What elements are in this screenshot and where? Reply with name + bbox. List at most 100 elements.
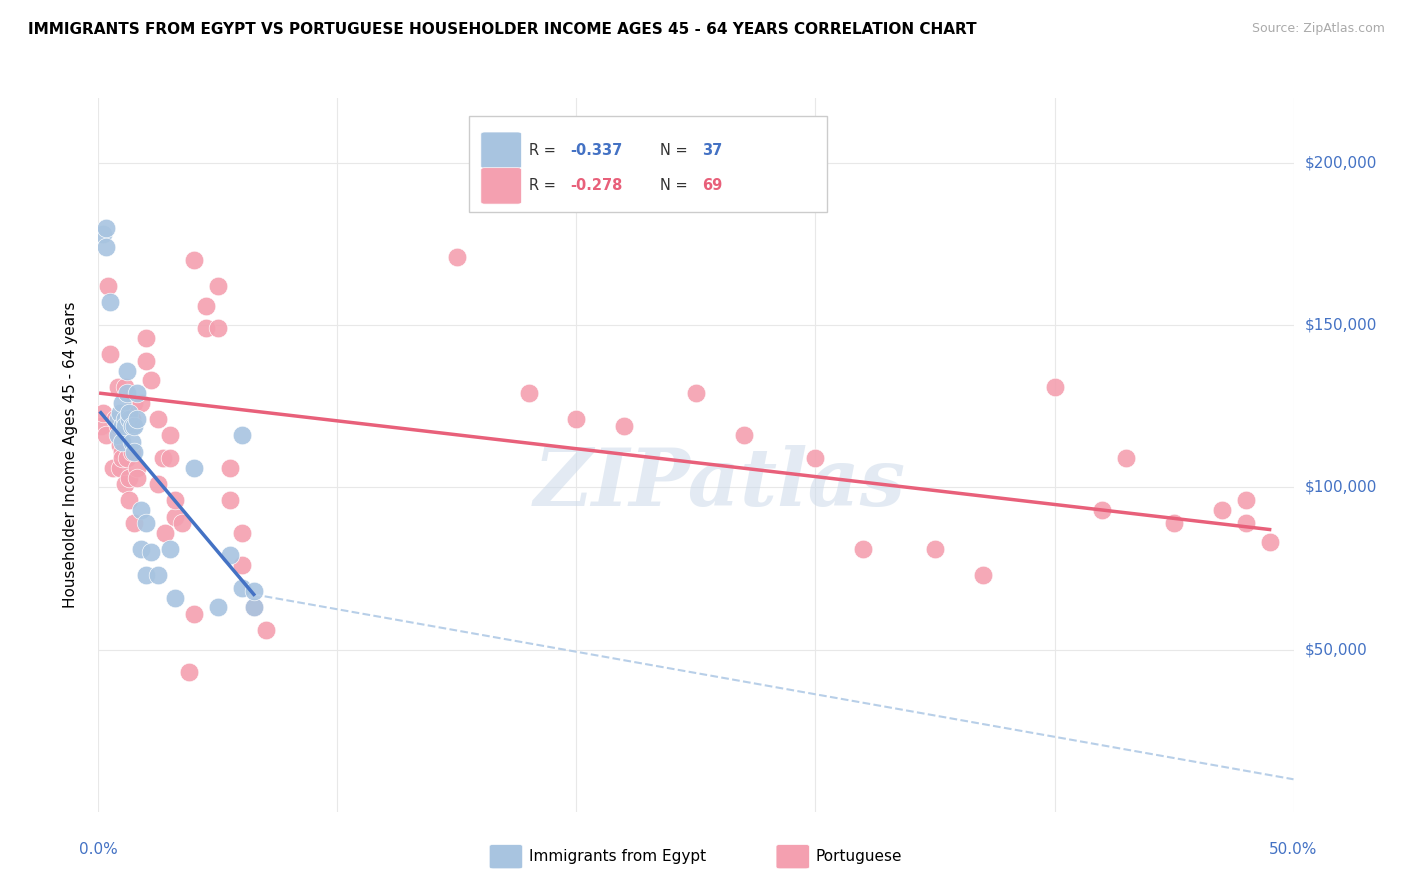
Point [1163, 516, 1185, 530]
Point [101, 461, 124, 475]
Point [924, 541, 946, 556]
Text: 0.0%: 0.0% [79, 842, 118, 857]
Point [118, 493, 141, 508]
Point [108, 406, 131, 420]
Point [231, 581, 253, 595]
Point [207, 600, 229, 615]
Point [685, 386, 707, 401]
FancyBboxPatch shape [489, 845, 523, 869]
FancyBboxPatch shape [481, 168, 522, 204]
Point [135, 331, 157, 345]
Point [111, 434, 134, 449]
Point [159, 541, 181, 556]
Point [91, 406, 114, 420]
Point [852, 541, 875, 556]
Point [1043, 380, 1066, 394]
Text: IMMIGRANTS FROM EGYPT VS PORTUGUESE HOUSEHOLDER INCOME AGES 45 - 64 YEARS CORREL: IMMIGRANTS FROM EGYPT VS PORTUGUESE HOUS… [28, 22, 977, 37]
Point [98, 347, 122, 361]
Point [1115, 451, 1137, 466]
Text: N =: N = [661, 178, 692, 194]
Point [94, 240, 117, 254]
Point [139, 545, 162, 559]
Point [972, 568, 994, 582]
Point [94, 220, 117, 235]
Point [111, 444, 134, 458]
Point [94, 428, 117, 442]
Text: Immigrants from Egypt: Immigrants from Egypt [529, 849, 706, 864]
Point [135, 568, 157, 582]
Point [163, 509, 186, 524]
Point [159, 451, 181, 466]
Point [1234, 516, 1257, 530]
Y-axis label: Householder Income Ages 45 - 64 years: Householder Income Ages 45 - 64 years [63, 301, 77, 608]
Point [733, 428, 755, 442]
FancyBboxPatch shape [481, 132, 522, 169]
Text: -0.337: -0.337 [571, 143, 623, 158]
Point [118, 412, 141, 426]
Point [148, 477, 170, 491]
Point [172, 516, 194, 530]
FancyBboxPatch shape [470, 116, 827, 212]
Text: ZIPatlas: ZIPatlas [534, 445, 905, 522]
Point [179, 665, 201, 680]
Point [219, 549, 242, 563]
Point [104, 412, 127, 426]
Point [115, 386, 138, 401]
Text: 50.0%: 50.0% [1270, 842, 1317, 857]
Point [194, 299, 217, 313]
Point [243, 600, 266, 615]
Point [446, 250, 468, 264]
Point [207, 321, 229, 335]
Point [565, 412, 588, 426]
Point [194, 321, 217, 335]
Text: R =: R = [529, 143, 560, 158]
Point [121, 418, 143, 433]
Point [1258, 535, 1281, 549]
Point [1234, 493, 1257, 508]
Point [183, 607, 205, 621]
Point [1091, 503, 1114, 517]
Point [97, 279, 120, 293]
Point [231, 525, 253, 540]
Point [131, 541, 153, 556]
Point [613, 418, 636, 433]
Point [114, 418, 136, 433]
Point [124, 444, 146, 458]
Point [91, 227, 114, 242]
Point [148, 412, 170, 426]
Point [155, 525, 177, 540]
Point [243, 600, 266, 615]
Point [111, 451, 134, 466]
Point [125, 461, 148, 475]
Point [121, 444, 143, 458]
Point [114, 380, 136, 394]
Point [139, 373, 162, 387]
Point [254, 623, 277, 637]
Point [231, 428, 253, 442]
Point [131, 396, 153, 410]
Text: N =: N = [661, 143, 692, 158]
Point [163, 493, 186, 508]
Point [121, 434, 143, 449]
Point [517, 386, 540, 401]
Point [1211, 503, 1233, 517]
Text: R =: R = [529, 178, 560, 194]
Point [111, 418, 134, 433]
Point [107, 380, 129, 394]
Point [183, 253, 205, 268]
Point [135, 354, 157, 368]
Point [243, 584, 266, 599]
Point [111, 396, 134, 410]
Point [152, 451, 174, 466]
Point [121, 412, 143, 426]
Text: Source: ZipAtlas.com: Source: ZipAtlas.com [1251, 22, 1385, 36]
Point [163, 591, 186, 605]
Point [124, 418, 146, 433]
Point [231, 558, 253, 573]
Text: $150,000: $150,000 [1305, 318, 1376, 333]
Point [124, 516, 146, 530]
Point [135, 516, 157, 530]
Point [125, 386, 148, 401]
Point [114, 477, 136, 491]
FancyBboxPatch shape [776, 845, 810, 869]
